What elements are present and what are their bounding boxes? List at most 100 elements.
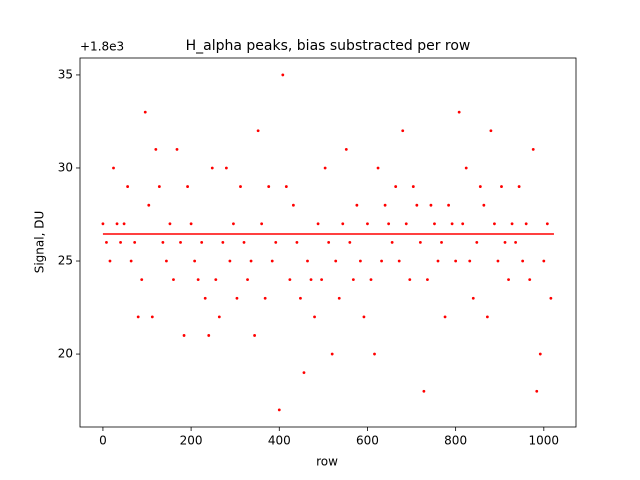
- y-tick-label: 20: [58, 347, 73, 361]
- x-tick-label: 600: [356, 434, 379, 448]
- point: [136, 315, 140, 319]
- point: [535, 389, 539, 393]
- point: [115, 222, 119, 226]
- point: [284, 185, 288, 188]
- x-tick-label: 200: [180, 434, 203, 448]
- point: [306, 259, 309, 263]
- point: [291, 203, 295, 207]
- point: [447, 203, 450, 207]
- point: [461, 222, 465, 226]
- point: [270, 259, 274, 263]
- point: [341, 222, 345, 226]
- point: [105, 241, 108, 244]
- point: [422, 389, 426, 393]
- point: [246, 278, 249, 282]
- point: [320, 278, 324, 282]
- point: [214, 278, 218, 282]
- plot-frame: [79, 57, 577, 428]
- x-tick-label: 800: [444, 434, 467, 448]
- point: [327, 241, 331, 244]
- point: [383, 203, 387, 207]
- point: [253, 334, 256, 337]
- point: [228, 259, 232, 263]
- point: [440, 241, 443, 244]
- point: [436, 259, 440, 263]
- point: [133, 241, 137, 244]
- point: [232, 222, 235, 226]
- point: [408, 278, 412, 282]
- x-axis-label: row: [316, 455, 338, 469]
- point: [387, 222, 391, 226]
- point: [468, 259, 472, 263]
- point: [203, 296, 207, 300]
- point: [485, 315, 489, 319]
- point: [161, 241, 165, 244]
- point: [277, 408, 281, 412]
- point: [210, 166, 214, 170]
- point: [313, 315, 316, 319]
- point: [351, 278, 355, 282]
- point: [545, 222, 549, 226]
- point: [193, 259, 197, 263]
- point: [482, 203, 486, 207]
- point: [154, 147, 158, 151]
- y-tick-label: 25: [58, 254, 73, 268]
- point: [355, 203, 359, 207]
- point: [443, 315, 447, 319]
- point: [348, 241, 352, 244]
- point: [542, 259, 546, 263]
- y-tick-label: 30: [58, 160, 73, 174]
- point: [493, 222, 496, 226]
- point: [129, 259, 133, 263]
- point: [157, 185, 161, 188]
- point: [260, 222, 264, 226]
- point: [189, 222, 193, 226]
- point: [369, 278, 373, 282]
- point: [380, 259, 383, 263]
- point: [119, 241, 122, 244]
- point: [524, 222, 528, 226]
- point: [344, 147, 348, 151]
- point: [224, 166, 228, 170]
- point: [464, 166, 468, 170]
- point: [510, 222, 514, 226]
- point: [397, 259, 401, 263]
- point: [475, 241, 479, 244]
- point: [200, 241, 204, 244]
- point: [478, 185, 482, 188]
- point: [457, 110, 461, 114]
- point: [433, 222, 436, 226]
- point: [182, 334, 186, 337]
- point: [330, 352, 334, 356]
- point: [299, 296, 302, 300]
- point: [256, 129, 260, 133]
- point: [390, 241, 394, 244]
- point: [362, 315, 366, 319]
- point: [281, 73, 285, 77]
- point: [316, 222, 320, 226]
- point: [514, 241, 517, 244]
- x-tick-label: 400: [268, 434, 291, 448]
- point: [143, 110, 147, 114]
- point: [471, 296, 475, 300]
- point: [337, 296, 341, 300]
- point: [295, 241, 299, 244]
- point: [274, 241, 278, 244]
- point: [242, 241, 246, 244]
- point: [489, 129, 493, 133]
- point: [147, 203, 151, 207]
- point: [101, 222, 105, 226]
- point: [549, 296, 553, 300]
- point: [235, 296, 239, 300]
- point: [411, 185, 415, 188]
- point: [376, 166, 380, 170]
- point: [122, 222, 126, 226]
- point: [404, 222, 408, 226]
- point: [267, 185, 271, 188]
- point: [531, 147, 535, 151]
- point: [426, 278, 429, 282]
- point: [239, 185, 242, 188]
- x-tick-label: 0: [99, 434, 107, 448]
